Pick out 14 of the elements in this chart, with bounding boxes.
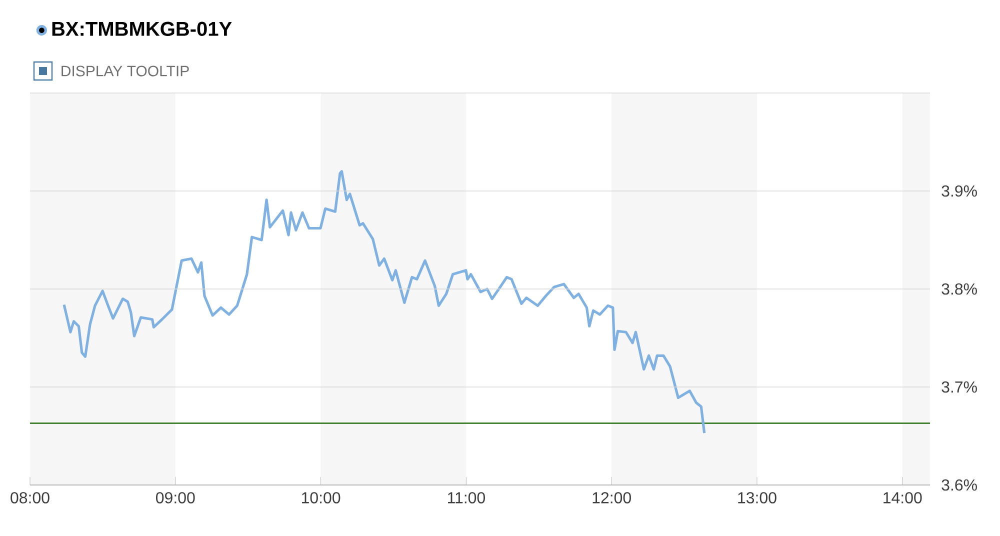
y-tick-label: 3.8%: [942, 283, 977, 295]
text: DISPLAY TOOLTIP: [62, 66, 189, 76]
y-tick-label: 3.7%: [942, 381, 977, 393]
x-tick-label: 12:00: [592, 492, 631, 504]
x-tick-label: 11:00: [448, 492, 485, 504]
x-tick-label: 09:00: [156, 492, 195, 504]
x-tick-label: 08:00: [10, 492, 50, 504]
x-tick-label: 10:00: [302, 492, 340, 504]
y-tick-label: 3.6%: [942, 479, 977, 491]
y-tick-label: 3.9%: [942, 185, 977, 197]
legend-label: BX:TMBMKGB-01Y: [52, 22, 232, 36]
x-tick-label: 13:00: [738, 492, 776, 504]
line-series: [62, 170, 706, 434]
x-tick-label: 14:00: [884, 492, 922, 504]
